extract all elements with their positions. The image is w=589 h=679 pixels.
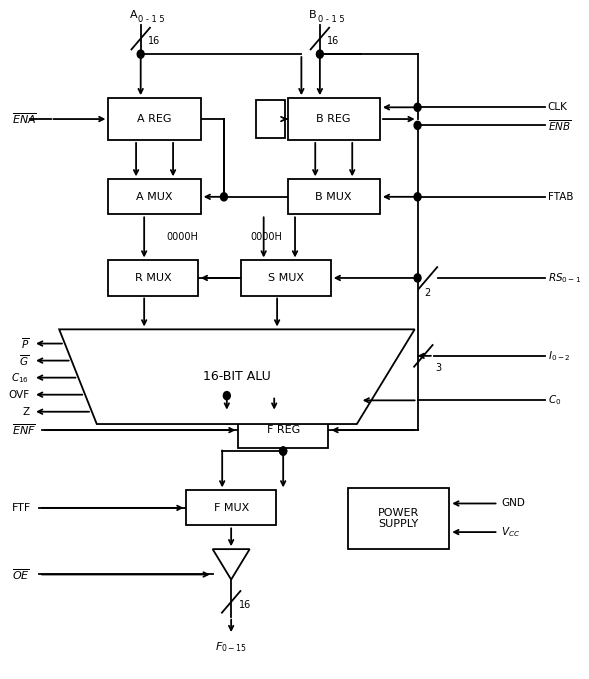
Text: POWER
SUPPLY: POWER SUPPLY: [378, 508, 419, 530]
Text: B: B: [309, 10, 317, 20]
Text: 16-BIT ALU: 16-BIT ALU: [203, 370, 271, 383]
Text: FTAB: FTAB: [548, 191, 573, 202]
Text: $\overline{ENB}$: $\overline{ENB}$: [548, 118, 571, 132]
Text: $V_{CC}$: $V_{CC}$: [501, 525, 521, 539]
Bar: [287, 98, 380, 140]
Text: $\overline{P}$: $\overline{P}$: [21, 336, 29, 351]
Text: R MUX: R MUX: [135, 273, 171, 283]
Circle shape: [220, 193, 227, 201]
Text: $I_{0-2}$: $I_{0-2}$: [548, 349, 570, 363]
Text: B REG: B REG: [316, 114, 351, 124]
Text: 16: 16: [148, 35, 160, 45]
Bar: [287, 179, 380, 215]
Text: F REG: F REG: [267, 425, 300, 435]
Text: S MUX: S MUX: [268, 273, 304, 283]
Circle shape: [414, 103, 421, 111]
Polygon shape: [59, 329, 415, 424]
Text: $C_{16}$: $C_{16}$: [11, 371, 29, 384]
Text: 0 - 1 5: 0 - 1 5: [138, 15, 165, 24]
Circle shape: [280, 447, 287, 455]
Text: A REG: A REG: [137, 114, 172, 124]
Text: OVF: OVF: [8, 390, 29, 400]
Polygon shape: [213, 549, 250, 580]
Circle shape: [414, 122, 421, 130]
Text: $C_0$: $C_0$: [548, 393, 561, 407]
Circle shape: [414, 274, 421, 282]
Circle shape: [223, 392, 230, 400]
Text: FTF: FTF: [12, 503, 31, 513]
Text: GND: GND: [501, 498, 525, 509]
Text: $F_{0-15}$: $F_{0-15}$: [215, 640, 247, 655]
Text: F MUX: F MUX: [214, 503, 249, 513]
Text: $\overline{ENF}$: $\overline{ENF}$: [12, 423, 36, 437]
Text: A: A: [130, 10, 138, 20]
Text: 0000H: 0000H: [167, 232, 198, 242]
Text: 3: 3: [435, 363, 441, 373]
Circle shape: [414, 193, 421, 201]
Bar: [256, 100, 284, 138]
Text: Z: Z: [22, 407, 29, 417]
Text: $\overline{G}$: $\overline{G}$: [19, 353, 29, 368]
Text: B MUX: B MUX: [316, 191, 352, 202]
Text: CLK: CLK: [548, 103, 567, 112]
Bar: [108, 260, 198, 295]
Text: $RS_{0-1}$: $RS_{0-1}$: [548, 271, 581, 285]
Bar: [241, 260, 331, 295]
Circle shape: [137, 50, 144, 58]
Bar: [108, 179, 201, 215]
Text: 16: 16: [239, 600, 251, 610]
Bar: [108, 98, 201, 140]
Text: 16: 16: [327, 35, 340, 45]
Bar: [348, 488, 449, 549]
Bar: [186, 490, 276, 526]
Circle shape: [316, 50, 323, 58]
Text: A MUX: A MUX: [136, 191, 173, 202]
Text: $\overline{OE}$: $\overline{OE}$: [12, 567, 29, 582]
Text: 0 - 1 5: 0 - 1 5: [317, 15, 344, 24]
Text: 0000H: 0000H: [250, 232, 282, 242]
Text: $\overline{ENA}$: $\overline{ENA}$: [12, 112, 37, 126]
Text: 2: 2: [425, 288, 431, 298]
Circle shape: [280, 447, 287, 455]
Bar: [239, 413, 328, 447]
